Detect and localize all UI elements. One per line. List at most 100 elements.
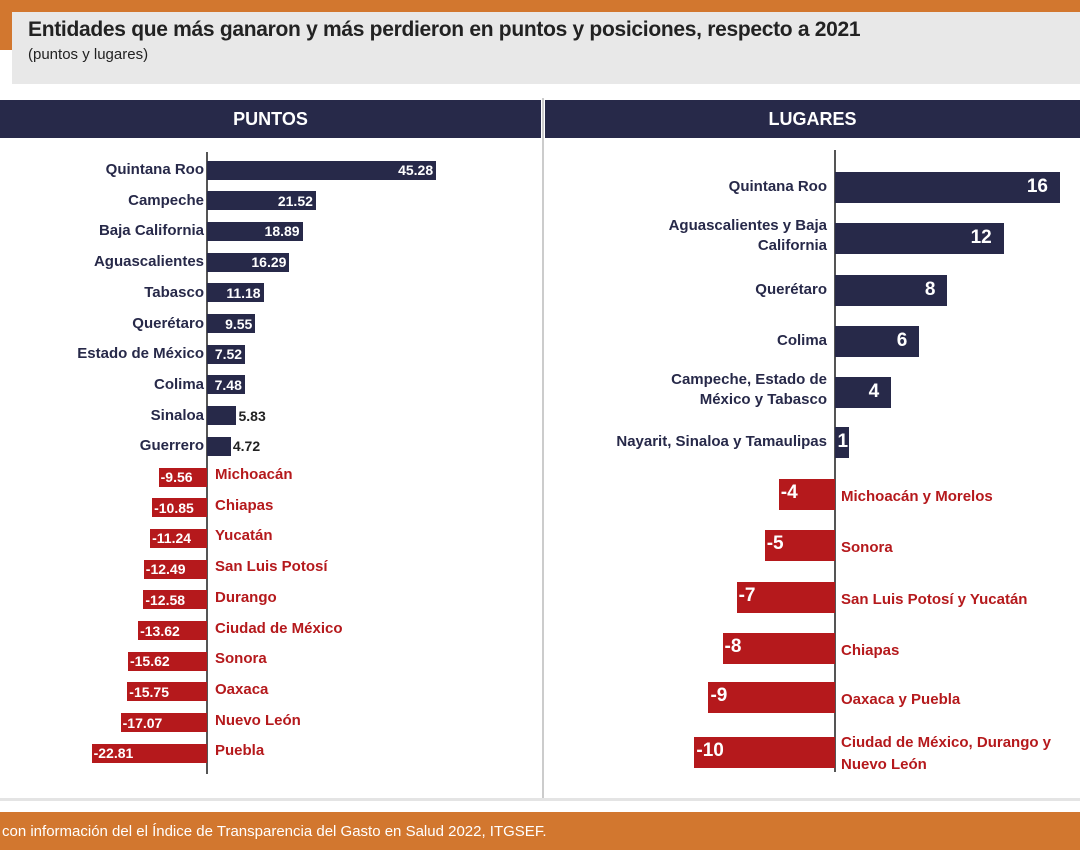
puntos-bar <box>207 191 316 211</box>
lugares-value-label: -9 <box>710 685 728 706</box>
lugares-bar <box>835 426 850 458</box>
puntos-value-label: 45.28 <box>398 162 434 178</box>
puntos-value-label: -15.75 <box>129 683 169 700</box>
lugares-value-label: -5 <box>766 533 784 554</box>
chart-subtitle: (puntos y lugares) <box>28 46 149 63</box>
puntos-bar <box>207 252 290 272</box>
puntos-value-label: 21.52 <box>277 192 313 209</box>
puntos-value-label: 9.55 <box>225 315 253 332</box>
lugares-axis <box>834 150 836 772</box>
panel-divider <box>542 98 544 800</box>
lugares-bar <box>835 222 1004 254</box>
puntos-bar <box>127 682 207 702</box>
lugares-value-label: -7 <box>738 585 756 606</box>
puntos-bar <box>158 467 207 487</box>
puntos-value-label: -22.81 <box>93 745 134 762</box>
lugares-category-label: Ciudad de México, Durango y Nuevo León <box>841 734 1052 773</box>
lugares-header: LUGARES <box>545 100 1080 138</box>
lugares-bar <box>835 376 892 408</box>
puntos-category-label: Campeche <box>128 191 204 209</box>
lugares-category-label: Campeche, Estado de México y Tabasco <box>671 371 827 408</box>
lugares-value-label: 6 <box>896 330 908 351</box>
lugares-category-label: Colima <box>776 332 827 349</box>
lugares-bar <box>835 171 1060 203</box>
puntos-value-label: 4.72 <box>232 438 261 455</box>
puntos-category-label: Sinaloa <box>150 406 204 424</box>
lugares-value-label: 12 <box>970 227 992 248</box>
source-footer: con información del el Índice de Transpa… <box>0 812 1080 850</box>
puntos-category-label: Durango <box>215 588 277 606</box>
lugares-category-label: Chiapas <box>841 642 900 659</box>
lugares-bar <box>708 681 835 713</box>
puntos-value-label: 5.83 <box>238 407 266 424</box>
lugares-value-label: -8 <box>724 636 742 657</box>
puntos-value-label: 11.18 <box>226 284 261 301</box>
lugares-value-label: 16 <box>1026 176 1048 197</box>
title-box: Entidades que más ganaron y más perdiero… <box>12 12 1080 84</box>
puntos-bar <box>138 621 207 640</box>
puntos-bar <box>143 590 207 610</box>
puntos-value-label: 18.89 <box>264 223 300 240</box>
puntos-value-label: -15.62 <box>129 653 170 670</box>
puntos-bar <box>207 375 245 395</box>
lugares-bar <box>835 325 920 357</box>
puntos-category-label: Michoacán <box>215 466 293 483</box>
lugares-bar <box>764 529 835 561</box>
puntos-value-label: 16.29 <box>251 254 287 271</box>
puntos-bar <box>207 283 264 303</box>
puntos-category-label: Sonora <box>215 650 267 668</box>
puntos-header: PUNTOS <box>0 100 541 138</box>
puntos-value-label: -12.49 <box>145 561 186 578</box>
puntos-category-label: Estado de México <box>77 345 204 363</box>
puntos-axis <box>206 152 208 774</box>
puntos-bar <box>207 314 256 333</box>
puntos-bar <box>120 713 207 733</box>
chart-title: Entidades que más ganaron y más perdiero… <box>28 18 861 41</box>
puntos-category-label: Ciudad de México <box>215 619 343 637</box>
lugares-category-label: San Luis Potosí y Yucatán <box>841 591 1028 608</box>
lugares-value-label: 8 <box>924 279 936 300</box>
puntos-value-label: -12.58 <box>145 591 186 608</box>
lugares-category-label: Sonora <box>841 539 893 556</box>
puntos-category-label: Colima <box>153 375 204 393</box>
lugares-value-label: 1 <box>837 431 849 452</box>
puntos-bar <box>91 743 207 763</box>
puntos-value-label: 7.48 <box>214 376 242 393</box>
lugares-value-label: -10 <box>696 740 724 761</box>
lugares-bar <box>736 581 835 613</box>
lugares-category-label: Querétaro <box>755 281 827 298</box>
puntos-category-label: Puebla <box>215 742 265 760</box>
puntos-value-label: -10.85 <box>154 499 194 516</box>
puntos-bar <box>207 160 437 180</box>
lugares-category-label: Quintana Roo <box>728 178 827 195</box>
lugares-category-label: Oaxaca y Puebla <box>841 691 961 708</box>
puntos-category-label: San Luis Potosí <box>215 558 328 576</box>
lugares-category-label: Michoacán y Morelos <box>841 488 993 505</box>
puntos-category-label: Guerrero <box>139 437 204 455</box>
puntos-category-label: Nuevo León <box>215 711 301 729</box>
lugares-value-label: -4 <box>780 482 798 503</box>
puntos-category-label: Tabasco <box>144 283 204 301</box>
puntos-bar <box>207 221 303 241</box>
puntos-bar <box>127 651 207 671</box>
puntos-category-label: Chiapas <box>215 496 274 514</box>
lugares-bar <box>778 478 835 510</box>
puntos-category-label: Quintana Roo <box>105 161 204 178</box>
puntos-bar <box>150 528 207 548</box>
puntos-category-label: Baja California <box>98 222 204 240</box>
puntos-value-label: -11.24 <box>152 530 192 547</box>
lugares-bar <box>835 274 948 306</box>
lugares-bar <box>694 736 835 768</box>
puntos-value-label: -9.56 <box>160 469 193 485</box>
bottom-divider <box>0 798 1080 801</box>
puntos-bar <box>152 498 207 518</box>
puntos-category-label: Aguascalientes <box>93 253 204 271</box>
puntos-bar <box>143 559 207 579</box>
lugares-bar <box>722 632 835 664</box>
puntos-bar <box>207 436 231 456</box>
puntos-bar <box>207 344 246 364</box>
puntos-category-label: Querétaro <box>132 314 204 332</box>
puntos-value-label: -13.62 <box>140 622 180 639</box>
puntos-category-label: Yucatán <box>215 527 273 545</box>
puntos-category-label: Oaxaca <box>215 680 269 698</box>
